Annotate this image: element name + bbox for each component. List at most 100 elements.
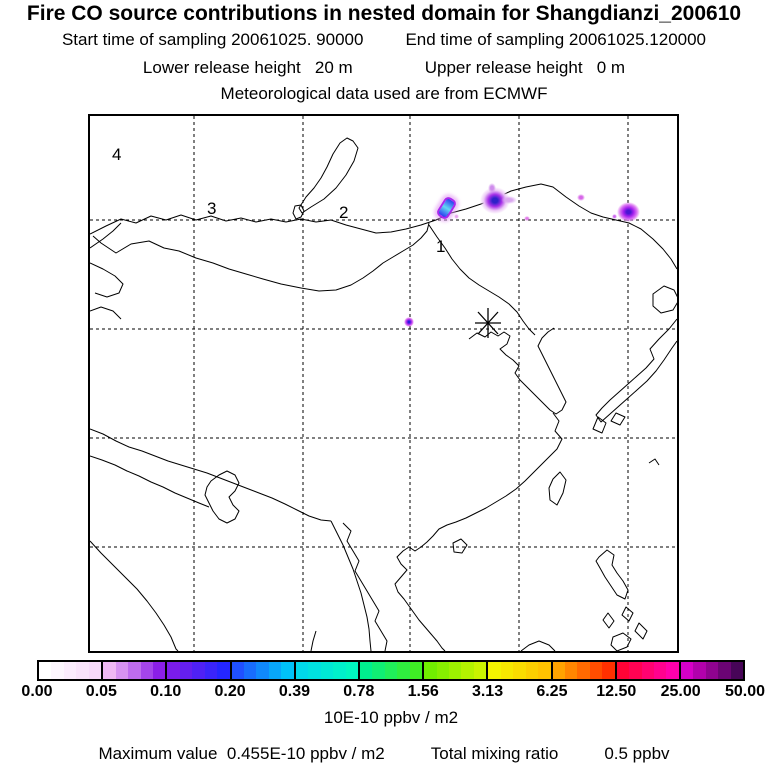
receptor-marker-arm bbox=[477, 311, 499, 335]
map-panel: 4 3 2 1 bbox=[88, 114, 679, 653]
colorbar-cell bbox=[179, 662, 193, 679]
colorbar-cell bbox=[409, 662, 423, 679]
map-gridlines bbox=[90, 116, 677, 651]
colorbar-cell bbox=[256, 662, 269, 679]
release-heights-row: Lower release height 20 m Upper release … bbox=[0, 58, 768, 78]
colorbar-tick-label: 25.00 bbox=[660, 683, 701, 700]
plume-right bbox=[616, 202, 640, 222]
domain-label-4: 4 bbox=[112, 145, 122, 164]
plume-tiny-b bbox=[611, 213, 617, 219]
colorbar-cell bbox=[718, 662, 731, 679]
colorbar-cell bbox=[231, 662, 244, 679]
colorbar-cell bbox=[140, 662, 153, 679]
colorbar-cell bbox=[488, 662, 501, 679]
colorbar-cell bbox=[666, 662, 679, 679]
colorbar-cell bbox=[192, 662, 205, 679]
colorbar-cell bbox=[616, 662, 630, 679]
end-time-label: End time of sampling 20061025.120000 bbox=[405, 30, 707, 49]
colorbar-segment bbox=[101, 662, 166, 679]
domain-label-2: 2 bbox=[339, 203, 349, 222]
colorbar-cell bbox=[693, 662, 706, 679]
plume-dot-a bbox=[577, 193, 585, 201]
total-mixing-value: 0.5 ppbv bbox=[604, 744, 670, 763]
colorbar-segment bbox=[614, 662, 679, 679]
colorbar-tick-label: 0.39 bbox=[278, 683, 311, 700]
plume-tiny-a bbox=[524, 215, 530, 221]
sampling-times-row: Start time of sampling 20061025. 90000 E… bbox=[0, 30, 768, 50]
colorbar-cell bbox=[525, 662, 539, 679]
colorbar-cell bbox=[629, 662, 642, 679]
colorbar-cell bbox=[281, 662, 294, 679]
colorbar-cell bbox=[449, 662, 462, 679]
map-coastlines bbox=[90, 137, 677, 651]
colorbar-segment bbox=[357, 662, 423, 679]
colorbar-cell bbox=[359, 662, 373, 679]
colorbar-segment bbox=[550, 662, 615, 679]
colorbar-cell bbox=[103, 662, 116, 679]
colorbar-cell bbox=[384, 662, 398, 679]
plume-tiny-c bbox=[453, 213, 459, 219]
colorbar-tick-label: 12.50 bbox=[596, 683, 637, 700]
total-mixing-label: Total mixing ratio bbox=[430, 744, 559, 763]
colorbar-cell bbox=[654, 662, 667, 679]
colorbar-tick-label: 0.05 bbox=[85, 683, 117, 700]
lower-release-label: Lower release height 20 m bbox=[142, 58, 353, 77]
colorbar-units-label: 10E-10 ppbv / m2 bbox=[323, 708, 459, 727]
colorbar-cell bbox=[244, 662, 257, 679]
colorbar-tick-label: 0.78 bbox=[343, 683, 375, 700]
colorbar-cell bbox=[513, 662, 526, 679]
colorbar-cell bbox=[397, 662, 410, 679]
footer-stats-row: Maximum value 0.455E-10 ppbv / m2 Total … bbox=[0, 744, 768, 764]
plume-mid-dot bbox=[404, 317, 414, 327]
colorbar-cell bbox=[500, 662, 514, 679]
colorbar bbox=[37, 660, 745, 681]
met-data-label: Meteorological data used are from ECMWF bbox=[220, 84, 548, 103]
colorbar-segment bbox=[229, 662, 294, 679]
start-time-label: Start time of sampling 20061025. 90000 bbox=[61, 30, 364, 49]
colorbar-cell bbox=[51, 662, 64, 679]
colorbar-segment bbox=[293, 662, 358, 679]
colorbar-cell bbox=[39, 662, 52, 679]
colorbar-tick-label: 1.56 bbox=[407, 683, 439, 700]
colorbar-tick-label: 50.00 bbox=[724, 683, 766, 700]
colorbar-cell bbox=[424, 662, 437, 679]
colorbar-cell bbox=[167, 662, 180, 679]
colorbar-tick-label: 6.25 bbox=[536, 683, 568, 700]
colorbar-cell bbox=[602, 662, 615, 679]
colorbar-cell bbox=[204, 662, 218, 679]
colorbar-cell bbox=[461, 662, 474, 679]
colorbar-cell bbox=[680, 662, 694, 679]
max-value-label: Maximum value 0.455E-10 ppbv / m2 bbox=[98, 744, 385, 763]
colorbar-cell bbox=[217, 662, 230, 679]
colorbar-tick-label: 0.00 bbox=[21, 683, 53, 700]
colorbar-cell bbox=[268, 662, 282, 679]
plot-title: Fire CO source contributions in nested d… bbox=[26, 2, 742, 25]
domain-label-3: 3 bbox=[207, 199, 217, 218]
colorbar-cell bbox=[88, 662, 102, 679]
map-drawing bbox=[90, 116, 677, 651]
upper-release-label: Upper release height 0 m bbox=[424, 58, 626, 77]
colorbar-cell bbox=[564, 662, 578, 679]
plume-main-arm bbox=[501, 196, 517, 204]
colorbar-tick-label: 0.10 bbox=[150, 683, 182, 700]
colorbar-segment bbox=[422, 662, 487, 679]
plume-main-stub bbox=[488, 183, 496, 193]
colorbar-cell bbox=[128, 662, 141, 679]
colorbar-cell bbox=[730, 662, 744, 679]
colorbar-segment bbox=[39, 662, 102, 679]
domain-label-1: 1 bbox=[436, 237, 446, 256]
colorbar-cell bbox=[345, 662, 358, 679]
colorbar-cell bbox=[577, 662, 590, 679]
colorbar-cell bbox=[372, 662, 385, 679]
colorbar-cell bbox=[308, 662, 321, 679]
colorbar-segment bbox=[486, 662, 551, 679]
colorbar-cell bbox=[115, 662, 129, 679]
colorbar-cell bbox=[552, 662, 565, 679]
colorbar-tick-label: 0.20 bbox=[214, 683, 246, 700]
colorbar-cell bbox=[333, 662, 346, 679]
colorbar-cell bbox=[436, 662, 449, 679]
colorbar-segment bbox=[678, 662, 744, 679]
colorbar-cell bbox=[152, 662, 166, 679]
colorbar-cell bbox=[641, 662, 654, 679]
